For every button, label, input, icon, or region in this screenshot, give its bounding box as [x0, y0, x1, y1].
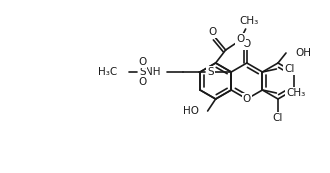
Text: O: O [138, 77, 147, 87]
Text: NH: NH [145, 67, 160, 77]
Text: CH₃: CH₃ [286, 88, 306, 98]
Text: Cl: Cl [284, 64, 295, 74]
Text: O: O [209, 27, 217, 37]
Text: O: O [138, 57, 147, 67]
Text: O: O [243, 94, 251, 104]
Text: O: O [243, 39, 251, 49]
Text: CH₃: CH₃ [239, 16, 258, 26]
Text: Cl: Cl [273, 113, 283, 123]
Text: HO: HO [182, 106, 199, 116]
Text: S: S [139, 67, 146, 77]
Text: O: O [237, 34, 245, 44]
Text: S: S [207, 67, 214, 77]
Text: H₃C: H₃C [98, 67, 117, 77]
Text: OH: OH [295, 48, 311, 58]
